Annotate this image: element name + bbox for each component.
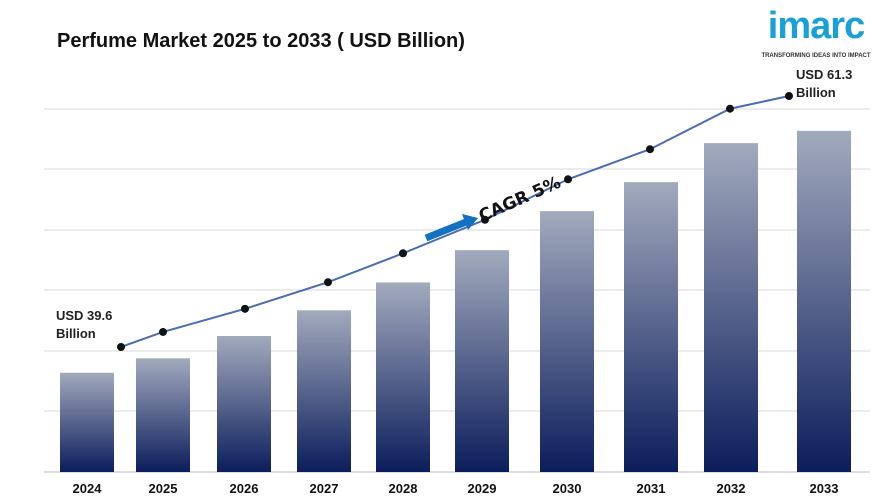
bar-2029	[455, 250, 509, 472]
x-tick-label: 2026	[230, 481, 259, 496]
bar-2030	[540, 211, 594, 472]
trend-point-2029	[481, 215, 489, 224]
trend-point-2032	[726, 104, 734, 113]
trend-point-2033	[785, 92, 793, 100]
x-tick-label: 2025	[149, 481, 178, 496]
logo-word: imarc	[767, 5, 865, 47]
cagr-arrow-shaft	[424, 218, 468, 242]
x-tick-label: 2027	[310, 481, 339, 496]
bar-2027	[297, 310, 351, 472]
trend-point-2031	[646, 145, 654, 154]
start-value-label: USD 39.6 Billion	[56, 307, 112, 343]
trend-point-2026	[241, 304, 249, 313]
x-tick-label: 2031	[637, 481, 666, 496]
x-tick-label: 2028	[389, 481, 418, 496]
chart-title: Perfume Market 2025 to 2033 ( USD Billio…	[57, 30, 465, 52]
trend-point-2024	[117, 343, 125, 351]
bar-2032	[704, 143, 758, 472]
bar-2025	[136, 358, 190, 472]
x-tick-label: 2024	[73, 481, 103, 496]
bar-2024	[60, 372, 114, 472]
x-tick-label: 2032	[717, 481, 746, 496]
trend-point-2030	[564, 175, 572, 184]
bar-2033	[797, 130, 851, 473]
trend-point-2025	[159, 327, 167, 336]
x-tick-label: 2029	[468, 481, 497, 496]
logo-tagline: TRANSFORMING IDEAS INTO IMPACT	[761, 53, 871, 59]
x-tick-label: 2030	[553, 481, 582, 496]
start-unit: Billion	[56, 326, 96, 341]
end-value-label: USD 61.3 Billion	[796, 66, 852, 102]
trend-line	[120, 95, 790, 348]
end-value: USD 61.3	[796, 67, 853, 82]
end-unit: Billion	[796, 85, 836, 100]
start-value: USD 39.6	[56, 308, 113, 323]
bar-2028	[376, 282, 430, 472]
cagr-arrow-icon	[462, 214, 478, 230]
trend-point-2028	[399, 249, 407, 258]
bar-2026	[217, 335, 271, 472]
bar-2031	[624, 182, 678, 472]
imarc-logo: imarc TRANSFORMING IDEAS INTO IMPACT	[752, 2, 880, 60]
x-tick-label: 2033	[810, 481, 839, 496]
trend-point-2027	[324, 278, 332, 287]
